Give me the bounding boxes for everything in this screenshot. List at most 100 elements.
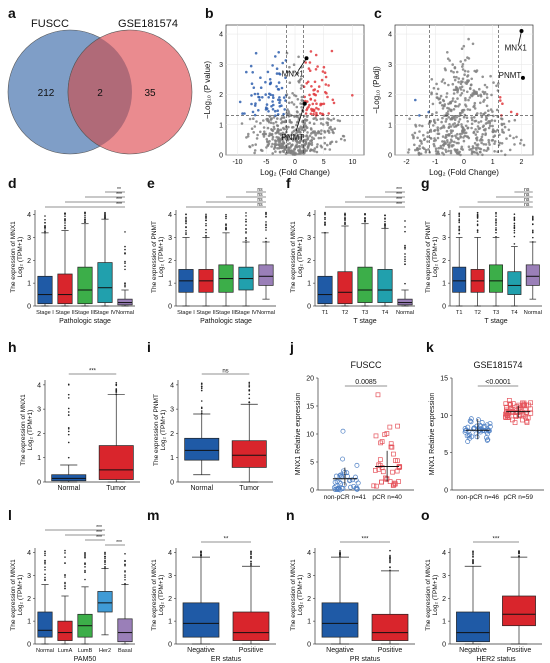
volcano-point — [305, 134, 309, 137]
volcano-point — [290, 126, 294, 129]
volcano-point — [429, 136, 432, 140]
y-axis-label: The expression of PNMT — [425, 221, 432, 293]
y-tick-label: 5 — [444, 450, 448, 457]
volcano-point — [322, 65, 326, 69]
outlier-point — [64, 227, 66, 230]
box-tumor — [231, 440, 267, 468]
y-tick-label: 4 — [168, 212, 172, 219]
volcano-point — [439, 127, 442, 130]
y-axis-label-unit: Log₂ (TPM+1) — [432, 575, 439, 616]
x-tick-label: Stage III — [216, 310, 237, 316]
volcano-point — [305, 108, 308, 112]
volcano-point — [446, 139, 449, 142]
outlier-point — [339, 552, 341, 555]
volcano-point — [454, 105, 458, 108]
volcano-point — [290, 101, 294, 104]
volcano-point — [309, 127, 313, 130]
outlier-point — [384, 226, 386, 228]
volcano-point — [304, 118, 307, 121]
box-t1 — [317, 275, 333, 305]
data-point — [334, 479, 340, 484]
sig-label: *** — [116, 540, 122, 546]
volcano-point — [263, 130, 266, 133]
volcano-point — [445, 95, 448, 99]
outlier-point — [513, 224, 516, 227]
volcano-point — [462, 139, 466, 143]
volcano-point — [313, 147, 317, 150]
y-tick-label: 3 — [168, 235, 172, 242]
outlier-point — [115, 381, 118, 384]
box-stage-iv — [97, 262, 113, 303]
outlier-point — [389, 561, 391, 564]
outlier-point — [344, 219, 346, 222]
outlier-point — [513, 217, 516, 219]
x-axis-label: Pathologic stage — [200, 318, 252, 325]
outlier-point — [248, 393, 251, 396]
data-point — [465, 424, 471, 430]
volcano-point — [303, 129, 306, 132]
volcano-point — [330, 140, 334, 144]
outlier-point — [104, 563, 106, 566]
y-axis-label: MNX1 Relative expression — [295, 393, 302, 476]
volcano-point — [319, 144, 323, 148]
data-point — [474, 423, 480, 429]
volcano-point — [479, 120, 483, 123]
volcano-point — [245, 136, 248, 139]
volcano-point — [295, 110, 299, 113]
volcano-point — [286, 151, 290, 154]
x-tick-label: Stage IV — [235, 310, 257, 316]
outlier-point — [200, 389, 203, 392]
data-point — [377, 457, 383, 463]
box-normal — [37, 611, 53, 638]
sig-label: ns — [257, 197, 263, 203]
box-positive — [371, 613, 409, 641]
highlight-point-pnmt — [520, 75, 525, 80]
outlier-point — [495, 224, 497, 226]
data-point — [484, 437, 490, 443]
venn-left-count: 212 — [38, 88, 55, 99]
volcano-point — [329, 142, 332, 146]
data-point — [340, 428, 346, 434]
volcano-point — [470, 118, 474, 122]
outlier-point — [205, 228, 207, 231]
data-point — [475, 417, 481, 423]
volcano-point — [250, 82, 254, 85]
outlier-point — [67, 430, 70, 433]
volcano-point — [259, 121, 262, 125]
volcano-point — [473, 107, 477, 110]
volcano-point — [412, 135, 415, 138]
box-stage-iii — [77, 266, 93, 305]
outlier-point — [324, 213, 326, 216]
outlier-point — [64, 574, 66, 577]
volcano-point — [519, 138, 523, 142]
panel-letter-k: k — [426, 339, 434, 355]
volcano-point — [487, 109, 490, 112]
volcano-point — [479, 93, 483, 97]
y-tick-label: 2 — [307, 596, 311, 603]
y-tick-label: 1 — [442, 619, 446, 626]
volcano-point — [300, 127, 304, 130]
box-t4 — [377, 269, 393, 303]
box-normal — [117, 298, 133, 306]
outlier-point — [476, 229, 479, 231]
volcano-point — [267, 96, 271, 99]
volcano-point — [455, 70, 459, 74]
volcano-point — [249, 64, 253, 68]
outlier-point — [64, 562, 66, 564]
outlier-point — [458, 215, 461, 218]
volcano-point — [257, 109, 260, 112]
outlier-point — [250, 557, 252, 560]
x-tick-label: -1 — [432, 159, 438, 166]
outlier-point — [67, 407, 70, 410]
data-point — [379, 439, 385, 444]
box-negative — [182, 602, 220, 638]
volcano-point — [446, 110, 450, 113]
y-axis-label-unit: Log₂ (TPM+1) — [27, 410, 34, 451]
y-axis-label-unit: Log₂ (TPM+1) — [160, 410, 167, 451]
box-t2 — [337, 271, 353, 305]
volcano-point — [262, 126, 266, 129]
volcano-point — [302, 85, 306, 88]
volcano-point — [300, 150, 304, 153]
